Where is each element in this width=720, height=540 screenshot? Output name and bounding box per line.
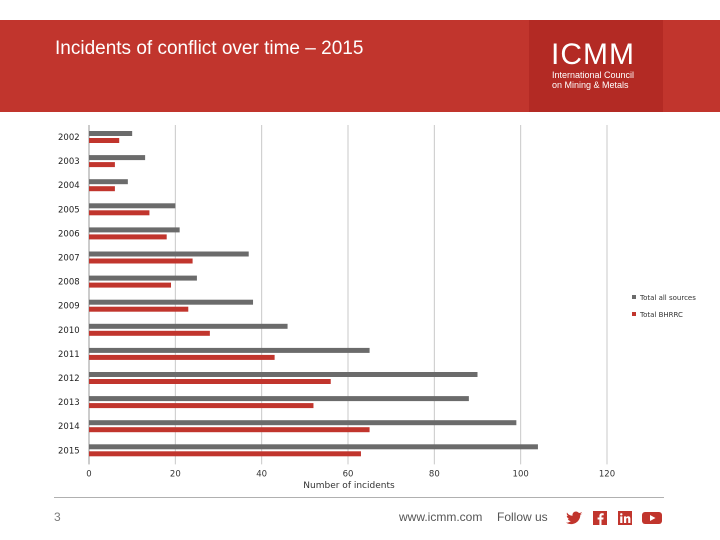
bar-total-all-sources-2006 [89, 227, 180, 233]
legend: Total all sources Total BHRRC [632, 294, 696, 319]
logo-main-text: ICMM [551, 38, 635, 71]
bar-total-all-sources-2011 [89, 347, 370, 353]
logo-line-2: on Mining & Metals [552, 80, 629, 90]
bar-total-bhrrc-2002 [89, 138, 120, 143]
bar-total-bhrrc-2013 [89, 403, 314, 409]
bar-total-all-sources-2008 [89, 275, 197, 281]
x-tick-label: 120 [599, 469, 615, 479]
twitter-icon[interactable] [566, 511, 584, 525]
bar-total-bhrrc-2015 [89, 451, 361, 457]
bar-total-all-sources-2005 [89, 203, 176, 209]
bar-total-all-sources-2014 [89, 420, 517, 426]
x-tick-label: 40 [256, 469, 267, 479]
gridlines [88, 125, 608, 465]
y-category-label: 2007 [58, 254, 80, 264]
y-category-label: 2014 [58, 422, 80, 432]
axis-labels: 0 20 40 60 80 100 120 2002 2003 2004 2005 2006 2007 2… [58, 133, 615, 479]
logo-line-1: International Council [552, 70, 635, 80]
x-tick-label: 60 [343, 469, 354, 479]
bar-total-all-sources-2015 [89, 444, 538, 450]
bar-total-bhrrc-2011 [89, 354, 275, 360]
icmm-logo: ICMM International Council on Mining & M… [529, 20, 663, 112]
bar-total-bhrrc-2004 [89, 186, 115, 192]
bar-total-all-sources-2013 [89, 396, 469, 402]
x-tick-label: 100 [513, 469, 529, 479]
legend-label-0: Total all sources [639, 294, 696, 302]
y-category-label: 2010 [58, 326, 80, 336]
x-tick-label: 0 [86, 469, 91, 479]
bar-total-all-sources-2004 [89, 179, 128, 185]
y-category-label: 2005 [58, 205, 80, 215]
legend-swatch-1 [632, 312, 636, 316]
bar-total-all-sources-2003 [89, 155, 146, 161]
x-axis-title: Number of incidents [303, 481, 395, 491]
logo-subtitle: International Council on Mining & Metals [552, 70, 634, 90]
bar-total-bhrrc-2014 [89, 427, 370, 433]
y-category-label: 2002 [58, 133, 80, 143]
bar-total-all-sources-2007 [89, 251, 249, 257]
bar-total-bhrrc-2005 [89, 210, 150, 216]
x-tick-label: 20 [170, 469, 181, 479]
bar-total-bhrrc-2007 [89, 258, 193, 264]
youtube-icon[interactable] [642, 511, 662, 525]
footer-divider [54, 497, 664, 498]
follow-us-label: Follow us [497, 510, 548, 524]
page-number: 3 [54, 510, 61, 524]
linkedin-icon[interactable] [616, 511, 634, 525]
bar-total-all-sources-2010 [89, 323, 288, 329]
facebook-icon[interactable] [591, 511, 609, 525]
bar-total-bhrrc-2006 [89, 234, 167, 240]
bar-total-bhrrc-2012 [89, 379, 331, 384]
bar-total-all-sources-2012 [89, 372, 478, 377]
y-category-label: 2012 [58, 374, 80, 384]
x-tick-label: 80 [429, 469, 440, 479]
y-category-label: 2008 [58, 278, 80, 288]
bar-total-bhrrc-2009 [89, 306, 189, 312]
slide-title: Incidents of conflict over time – 2015 [55, 38, 364, 59]
y-category-label: 2015 [58, 446, 80, 456]
y-category-label: 2013 [58, 398, 80, 408]
bar-total-bhrrc-2003 [89, 162, 115, 168]
y-category-label: 2011 [58, 350, 80, 360]
bar-total-bhrrc-2010 [89, 330, 210, 336]
y-category-label: 2004 [58, 181, 80, 191]
legend-label-1: Total BHRRC [639, 311, 683, 319]
y-category-label: 2003 [58, 157, 80, 167]
bar-total-all-sources-2002 [89, 131, 133, 136]
legend-swatch-0 [632, 295, 636, 299]
y-category-label: 2006 [58, 229, 80, 239]
bar-total-bhrrc-2008 [89, 282, 172, 288]
bar-chart: 0 20 40 60 80 100 120 2002 2003 2004 2005 2006 2007 2… [58, 125, 696, 491]
y-category-label: 2009 [58, 302, 80, 312]
bars [89, 131, 538, 457]
bar-total-all-sources-2009 [89, 299, 254, 305]
website-link[interactable]: www.icmm.com [399, 510, 483, 524]
